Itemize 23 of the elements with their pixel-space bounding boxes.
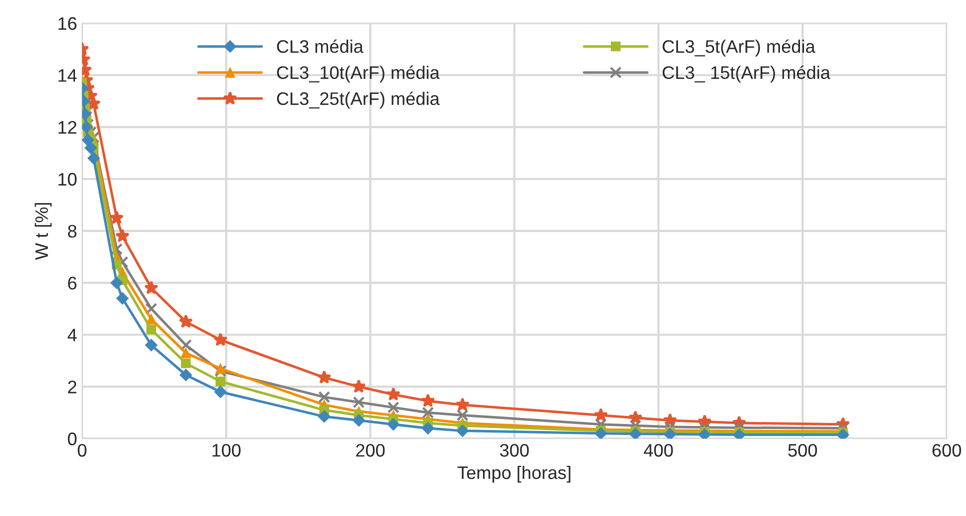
legend-label: CL3_ 15t(ArF) média (662, 66, 830, 83)
x-tick-label: 300 (500, 444, 529, 457)
y-tick-label: 4 (68, 328, 77, 342)
x-tick-label: 400 (644, 444, 673, 457)
x-tick-label: 600 (932, 444, 962, 457)
y-tick-label: 10 (58, 172, 77, 186)
x-tick-label: 200 (356, 444, 385, 457)
legend-label: CL3_10t(ArF) média (277, 66, 440, 83)
y-tick-label: 6 (68, 276, 76, 290)
legend-label: CL3_5t(ArF) média (662, 39, 816, 56)
x-tick-label: 100 (212, 444, 241, 457)
x-tick-label: 0 (78, 444, 86, 457)
legend-label: CL3 média (277, 39, 364, 53)
y-tick-label: 14 (58, 69, 77, 82)
x-tick-label: 500 (788, 444, 817, 457)
y-axis-title: W t [%] (34, 203, 52, 260)
x-axis-title: Tempo [horas] (458, 466, 570, 483)
y-tick-label: 0 (68, 432, 77, 446)
legend-label: CL3_25t(ArF) média (277, 92, 440, 109)
y-tick-label: 12 (58, 121, 76, 134)
y-tick-label: 2 (68, 380, 76, 394)
y-tick-label: 16 (58, 17, 76, 30)
y-tick-label: 8 (68, 224, 76, 238)
